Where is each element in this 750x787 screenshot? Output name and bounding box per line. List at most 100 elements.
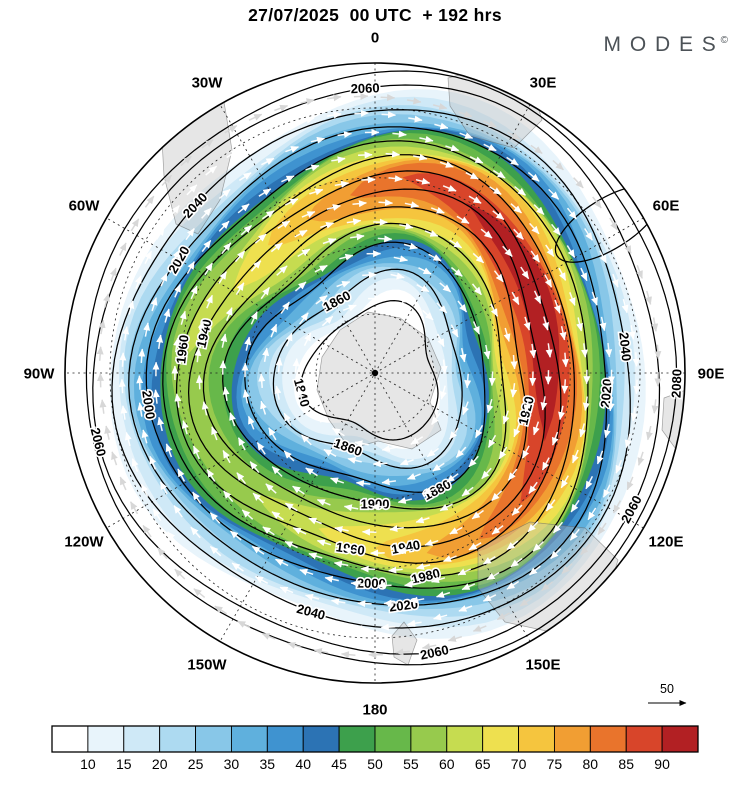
colorbar-cell xyxy=(52,726,88,752)
wind-arrow xyxy=(223,361,224,375)
land-antarctica xyxy=(317,312,441,449)
brand-copyright: © xyxy=(721,35,728,46)
wind-arrow xyxy=(625,241,631,254)
wind-arrow xyxy=(384,603,398,604)
wind-arrow xyxy=(379,202,393,203)
wind-arrow xyxy=(342,654,356,655)
contour-label-2060: 2060 xyxy=(88,426,110,458)
colorbar-cell xyxy=(231,726,267,752)
brand-logo: MODES© xyxy=(604,33,728,57)
colorbar-cell xyxy=(160,726,196,752)
pole-dot xyxy=(372,370,378,376)
wind-arrow xyxy=(199,375,200,389)
wind-arrow xyxy=(123,353,124,367)
colorbar-cell xyxy=(267,726,303,752)
colorbar-cell xyxy=(447,726,483,752)
longitude-label-120E: 120E xyxy=(648,533,683,550)
contour-label-2080: 2080 xyxy=(669,369,685,398)
colorbar-tick-15: 15 xyxy=(116,756,132,772)
wind-arrow xyxy=(564,379,565,393)
wind-arrow xyxy=(250,136,262,142)
wind-arrow xyxy=(328,626,342,628)
wind-arrow xyxy=(654,318,656,332)
colorbar-tick-55: 55 xyxy=(403,756,419,772)
wind-arrow xyxy=(275,614,288,619)
wind-arrow xyxy=(327,97,341,99)
wind-arrow xyxy=(657,345,658,359)
wind-arrow xyxy=(654,399,656,413)
wind-arrow xyxy=(354,96,368,97)
longitude-label-150E: 150E xyxy=(525,656,560,673)
colorbar-tick-45: 45 xyxy=(331,756,347,772)
wind-arrow xyxy=(636,380,637,394)
colorbar-cell xyxy=(483,726,519,752)
colorbar-tick-75: 75 xyxy=(547,756,563,772)
wind-arrow xyxy=(226,589,238,597)
wind-arrow xyxy=(636,352,637,366)
wind-arrow xyxy=(275,126,288,131)
wind-arrow xyxy=(358,603,372,604)
wind-arrow xyxy=(175,569,185,579)
wind-arrow xyxy=(131,219,138,231)
wind-arrow xyxy=(381,627,395,628)
contour-label-2020: 2020 xyxy=(598,378,615,408)
colorbar-tick-65: 65 xyxy=(475,756,491,772)
colorbar-tick-90: 90 xyxy=(654,756,670,772)
colorbar-tick-25: 25 xyxy=(188,756,204,772)
brand-text: MODES xyxy=(604,33,725,56)
colorbar-tick-40: 40 xyxy=(295,756,311,772)
colorbar-tick-85: 85 xyxy=(618,756,634,772)
wind-arrow xyxy=(139,376,140,390)
longitude-label-150W: 150W xyxy=(187,656,227,673)
wind-arrow xyxy=(533,372,534,386)
colorbar-cell xyxy=(339,726,375,752)
wind-arrow xyxy=(354,113,368,114)
wind-arrow xyxy=(382,114,396,115)
colorbar-cell xyxy=(519,726,555,752)
colorbar-cell xyxy=(88,726,124,752)
contour-label-1900: 1900 xyxy=(361,496,390,511)
wind-arrow xyxy=(261,374,262,388)
wind-arrow xyxy=(378,238,392,239)
colorbar-tick-35: 35 xyxy=(260,756,276,772)
colorbar-tick-10: 10 xyxy=(80,756,96,772)
colorbar-cell xyxy=(124,726,160,752)
wind-arrow xyxy=(362,275,376,276)
wind-arrow xyxy=(381,97,395,98)
wind-arrow xyxy=(355,628,369,629)
longitude-label-30W: 30W xyxy=(192,74,224,91)
wind-arrow xyxy=(361,569,375,570)
contour-label-2040: 2040 xyxy=(616,332,634,362)
wind-arrow xyxy=(249,114,262,120)
land-land-east-rim xyxy=(662,390,696,452)
colorbar-tick-30: 30 xyxy=(224,756,240,772)
wind-arrow xyxy=(238,621,250,627)
wind-arrow xyxy=(102,400,104,414)
wind-arrow xyxy=(158,548,167,559)
colorbar-tick-80: 80 xyxy=(583,756,599,772)
colorbar-cell xyxy=(626,726,662,752)
wind-arrow xyxy=(131,502,138,514)
longitude-label-90W: 90W xyxy=(24,365,56,382)
colorbar-cell xyxy=(375,726,411,752)
wind-arrow xyxy=(122,379,123,393)
wind-arrow xyxy=(250,603,262,609)
colorbar-cell xyxy=(590,726,626,752)
wind-arrow xyxy=(120,477,126,490)
wind-arrow xyxy=(593,197,602,208)
longitude-label-60E: 60E xyxy=(653,197,680,214)
wind-arrow xyxy=(106,426,109,440)
wind-arrow xyxy=(363,532,377,533)
wind-arrow xyxy=(120,243,126,256)
contour-label-2060: 2060 xyxy=(350,80,379,96)
longitude-label-0: 0 xyxy=(371,29,379,46)
page-title: 27/07/2025 00 UTC + 192 hrs xyxy=(0,5,750,26)
wind-arrow xyxy=(185,553,195,563)
wind-arrow xyxy=(373,463,387,464)
wind-arrow xyxy=(639,452,643,465)
colorbar-tick-60: 60 xyxy=(439,756,455,772)
colorbar-cell xyxy=(196,726,232,752)
